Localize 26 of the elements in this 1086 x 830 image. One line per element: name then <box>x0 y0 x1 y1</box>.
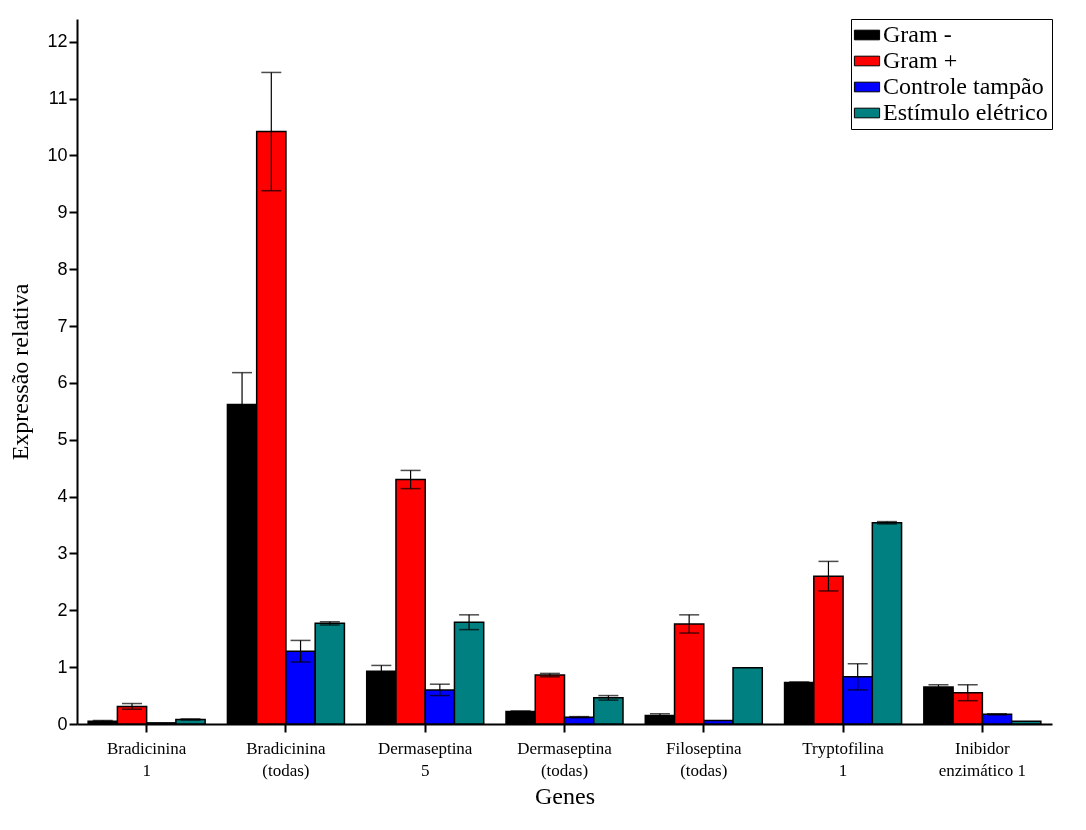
x-tick-label: Inibidor enzimático 1 <box>938 738 1027 780</box>
legend-label: Controle tampão <box>883 73 1044 99</box>
x-axis-title: Genes <box>535 782 595 809</box>
y-tick-label: 9 <box>57 201 68 222</box>
y-tick-label: 7 <box>57 315 68 336</box>
x-tick-label: Dermaseptina (todas) <box>517 738 613 780</box>
legend-label: Gram - <box>883 21 952 47</box>
x-tick-label: Tryptofilina 1 <box>802 738 885 780</box>
y-tick-label: 11 <box>48 88 68 109</box>
y-tick-label: 0 <box>57 713 68 734</box>
y-tick-label: 6 <box>57 372 68 393</box>
y-tick-label: 12 <box>47 31 68 52</box>
legend-label: Gram + <box>883 47 958 73</box>
y-tick-label: 10 <box>47 144 68 165</box>
legend-label: Estímulo elétrico <box>883 99 1048 125</box>
y-tick-label: 1 <box>57 656 68 677</box>
x-tick-label: Dermaseptina 5 <box>378 738 473 780</box>
x-tick-label: Bradicinina (todas) <box>246 738 327 780</box>
x-tick-label: Bradicinina 1 <box>106 738 187 780</box>
y-tick-label: 2 <box>57 599 68 620</box>
y-tick-label: 3 <box>57 542 68 563</box>
y-tick-label: 4 <box>57 486 68 507</box>
y-axis-title: Expressão relativa <box>7 283 34 461</box>
y-tick-label: 8 <box>57 258 68 279</box>
y-tick-label: 5 <box>57 429 68 450</box>
x-tick-label: Filoseptina (todas) <box>666 738 743 780</box>
